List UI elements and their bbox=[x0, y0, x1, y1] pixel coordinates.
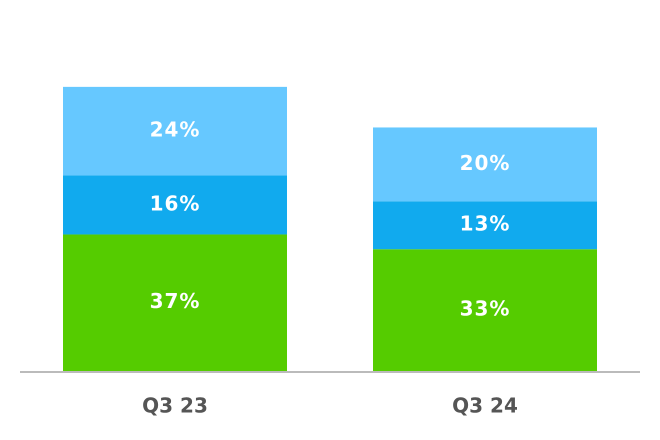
bar-segment bbox=[373, 249, 597, 371]
bar-segment bbox=[373, 127, 597, 202]
bar-segment bbox=[373, 201, 597, 250]
value-label: 37% bbox=[150, 289, 201, 313]
x-tick-label: Q3 23 bbox=[142, 394, 208, 418]
value-label: 24% bbox=[150, 118, 201, 142]
value-label: 20% bbox=[460, 151, 511, 175]
value-label: 33% bbox=[460, 297, 511, 321]
bar-segment bbox=[63, 86, 287, 176]
bar-segment bbox=[63, 234, 287, 371]
bar-segment bbox=[63, 175, 287, 235]
x-tick-label: Q3 24 bbox=[452, 394, 518, 418]
value-label: 16% bbox=[150, 191, 201, 215]
value-label: 13% bbox=[460, 212, 511, 236]
